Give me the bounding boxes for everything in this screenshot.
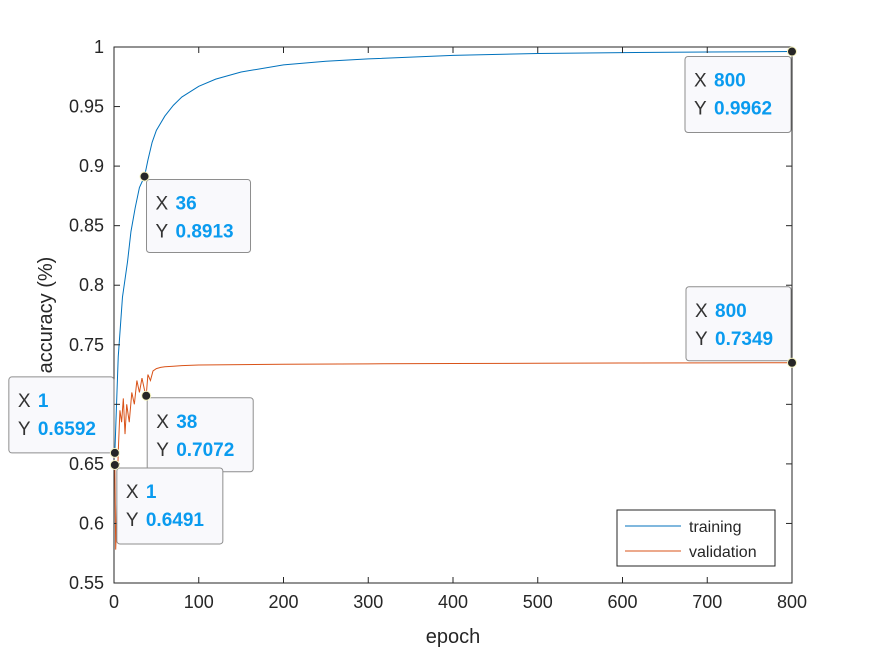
y-tick-label: 0.75 bbox=[69, 335, 104, 355]
datatip-x-key: X bbox=[695, 301, 708, 322]
datatip-x-key: X bbox=[126, 482, 139, 503]
datatip-marker[interactable] bbox=[141, 390, 152, 401]
datatip-box bbox=[116, 467, 224, 545]
datatip-marker[interactable] bbox=[787, 357, 797, 368]
datatip-marker[interactable] bbox=[109, 459, 120, 470]
y-tick-label: 0.55 bbox=[69, 573, 104, 593]
series-line-training bbox=[114, 51, 793, 453]
x-tick-label: 600 bbox=[607, 592, 637, 612]
x-tick-label: 700 bbox=[692, 592, 722, 612]
legend[interactable]: training validation bbox=[616, 509, 776, 567]
x-tick-label: 200 bbox=[268, 592, 298, 612]
legend-label-training: training bbox=[689, 519, 741, 536]
datatip-y-value: 0.7072 bbox=[176, 440, 234, 461]
datatip-x-key: X bbox=[156, 193, 169, 214]
datatip-y-key: Y bbox=[156, 221, 169, 242]
datatip[interactable]: X 800 Y 0.7349 bbox=[685, 286, 797, 368]
datatip-y-value: 0.6592 bbox=[38, 419, 96, 440]
datatip[interactable]: X 1Y 0.6592 bbox=[8, 376, 120, 458]
legend-label-validation: validation bbox=[689, 544, 757, 561]
datatip-y-value: 0.9962 bbox=[714, 99, 772, 120]
datatip-y-key: Y bbox=[156, 440, 169, 461]
datatip[interactable]: X 38 Y 0.7072 bbox=[141, 390, 254, 473]
y-tick-label: 0.85 bbox=[69, 216, 104, 236]
x-tick-label: 400 bbox=[438, 592, 468, 612]
ticks-layer: 0 100 200 300 400 500 600 700 800 0.55 0.6 0.65 0.75… bbox=[69, 37, 807, 612]
datatip-x-key: X bbox=[156, 412, 169, 433]
datatip-y-key: Y bbox=[694, 99, 707, 120]
datatip-box bbox=[8, 376, 115, 454]
legend-box bbox=[616, 509, 776, 567]
datatip-y-value: 0.8913 bbox=[176, 221, 234, 242]
datatip-box bbox=[146, 178, 252, 253]
datatip-y-value: 0.7349 bbox=[715, 329, 773, 350]
datatip-y-value: 0.6491 bbox=[146, 510, 205, 531]
y-tick-label: 0.8 bbox=[79, 275, 104, 295]
datatip-x-value: 800 bbox=[714, 71, 746, 92]
series-layer bbox=[114, 51, 793, 550]
x-tick-label: 300 bbox=[353, 592, 383, 612]
series-line-validation bbox=[114, 362, 793, 550]
y-tick-label: 0.65 bbox=[69, 454, 104, 474]
datatip-x-value: 36 bbox=[176, 193, 197, 214]
x-axis-label: epoch bbox=[426, 626, 481, 648]
datatip-x-value: 800 bbox=[715, 301, 747, 322]
y-axis-label: accuracy (%) bbox=[35, 257, 57, 374]
plot-area bbox=[114, 47, 792, 583]
datatip-x-value: 1 bbox=[38, 391, 49, 412]
datatip-marker[interactable] bbox=[139, 171, 150, 182]
datatip-box bbox=[684, 56, 792, 134]
y-tick-label: 0.9 bbox=[79, 156, 104, 176]
datatip-y-key: Y bbox=[18, 419, 31, 440]
datatip-x-value: 38 bbox=[176, 412, 197, 433]
datatip-x-value: 1 bbox=[146, 482, 157, 503]
datatip[interactable]: X 800 Y 0.9962 bbox=[684, 46, 797, 134]
x-tick-label: 800 bbox=[777, 592, 807, 612]
x-tick-label: 500 bbox=[523, 592, 553, 612]
datatip-box bbox=[685, 286, 792, 362]
y-tick-label: 0.6 bbox=[79, 513, 104, 533]
x-tick-label: 100 bbox=[184, 592, 214, 612]
datatip-x-key: X bbox=[18, 391, 31, 412]
datatip[interactable]: X 1Y 0.6491 bbox=[109, 459, 224, 545]
datatip-x-key: X bbox=[694, 71, 707, 92]
y-tick-label: 0.95 bbox=[69, 97, 104, 117]
x-tick-label: 0 bbox=[109, 592, 119, 612]
datatip-y-key: Y bbox=[695, 329, 708, 350]
datatip-marker[interactable] bbox=[787, 46, 797, 57]
datatip[interactable]: X 36 Y 0.8913 bbox=[139, 171, 252, 253]
datatip-marker[interactable] bbox=[109, 447, 120, 458]
datatip-y-key: Y bbox=[126, 510, 139, 531]
y-tick-label: 1 bbox=[94, 37, 104, 57]
